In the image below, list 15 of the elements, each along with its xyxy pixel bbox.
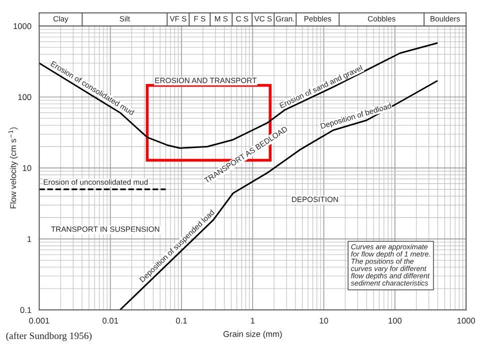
- x-tick-label: 0.001: [29, 318, 50, 324]
- x-tick-label: 1000: [457, 318, 476, 324]
- x-tick-label: 0.01: [102, 318, 118, 324]
- x-tick-label: 1: [250, 318, 255, 324]
- x-tick-label: 0.1: [176, 318, 187, 324]
- y-tick-label: 1: [28, 236, 32, 242]
- y-tick-label: 0.1: [20, 307, 32, 313]
- y-tick-label: 1000: [14, 23, 32, 30]
- x-tick-label: 100: [388, 318, 402, 324]
- text: (after Sundborg 1956): [6, 332, 92, 342]
- x-axis-title: Grain size (mm): [223, 330, 282, 339]
- x-tick-label: 10: [320, 318, 328, 324]
- y-tick-label: 10: [22, 165, 32, 172]
- y-tick-label: 100: [18, 94, 32, 100]
- y-axis-title: Flow velocity (cm s$^{−1}$): [8, 127, 18, 208]
